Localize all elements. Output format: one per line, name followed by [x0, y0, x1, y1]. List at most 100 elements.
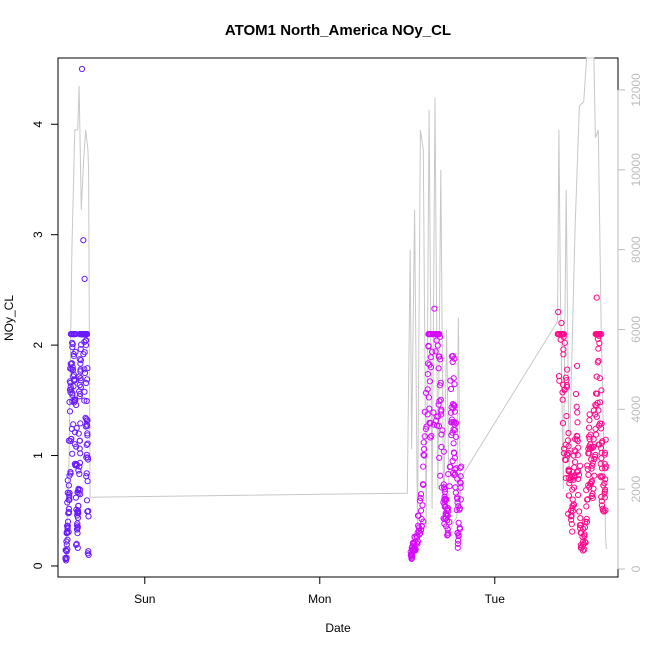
data-point: [84, 432, 91, 439]
data-point: [581, 546, 588, 553]
data-point: [76, 459, 84, 466]
data-point: [581, 531, 588, 538]
data-point: [72, 462, 79, 469]
data-point: [562, 441, 569, 448]
data-point: [574, 362, 581, 369]
data-point: [65, 482, 73, 489]
data-point: [74, 544, 81, 552]
data-point: [81, 388, 88, 395]
data-point: [448, 404, 455, 411]
data-point: [425, 331, 432, 338]
altitude-series-line: [65, 57, 607, 558]
data-point: [69, 344, 76, 351]
data-point: [453, 465, 460, 472]
data-point: [598, 498, 605, 505]
data-point: [82, 337, 89, 344]
data-point: [443, 496, 450, 503]
plot-frame: [57, 57, 619, 578]
data-point: [592, 425, 599, 432]
data-point: [438, 411, 445, 418]
data-point: [80, 237, 87, 244]
data-point: [595, 345, 602, 352]
data-point: [433, 337, 440, 344]
data-point: [574, 409, 581, 416]
data-point: [421, 452, 428, 459]
data-point: [69, 398, 76, 405]
data-point: [74, 510, 81, 517]
data-point: [596, 375, 604, 382]
data-point: [565, 449, 572, 457]
data-point: [69, 450, 76, 457]
data-point: [431, 305, 438, 312]
data-point: [586, 417, 593, 424]
data-point: [419, 481, 427, 488]
data-point: [63, 538, 70, 545]
data-point: [593, 294, 600, 301]
data-point: [85, 513, 92, 520]
y-tick-label: 2: [31, 341, 45, 348]
data-point: [438, 484, 445, 491]
data-point: [436, 454, 443, 461]
data-point: [78, 65, 86, 73]
data-point: [593, 402, 600, 409]
data-point: [576, 522, 584, 529]
data-point: [565, 468, 573, 475]
data-point: [417, 491, 425, 498]
data-point: [424, 411, 431, 418]
data-point: [436, 398, 443, 405]
data-point: [420, 451, 427, 458]
data-point: [563, 451, 571, 458]
data-point: [416, 497, 423, 504]
data-point: [583, 518, 591, 526]
data-point: [438, 431, 445, 438]
data-point: [65, 510, 72, 517]
data-point: [579, 538, 587, 546]
data-point: [569, 486, 576, 493]
data-point: [596, 420, 604, 427]
data-point: [589, 494, 596, 501]
data-point: [77, 375, 84, 382]
data-point: [565, 430, 572, 437]
data-point: [584, 466, 591, 473]
data-point: [435, 401, 442, 408]
data-point: [457, 496, 464, 503]
data-point: [569, 528, 576, 535]
data-point: [592, 390, 600, 397]
data-point: [427, 354, 434, 361]
data-point: [421, 446, 428, 453]
data-point: [62, 547, 69, 554]
data-point: [444, 532, 451, 539]
data-point: [569, 507, 577, 514]
data-point: [83, 470, 90, 477]
data-point: [81, 349, 88, 356]
data-point: [584, 462, 591, 469]
data-point: [444, 506, 451, 513]
data-point: [427, 419, 434, 426]
data-point: [438, 443, 445, 451]
data-point: [448, 432, 455, 439]
data-point: [581, 533, 588, 540]
data-point: [601, 451, 608, 458]
data-point: [77, 357, 85, 364]
data-point: [451, 381, 458, 388]
data-point: [436, 382, 443, 389]
data-point: [565, 443, 572, 450]
data-point: [71, 377, 78, 384]
data-point: [83, 397, 90, 405]
data-point: [69, 341, 76, 348]
data-point: [62, 555, 69, 563]
data-point: [590, 407, 598, 414]
data-point: [559, 420, 567, 427]
data-point: [599, 505, 606, 512]
y-axis-right: 0 2000 4000 6000 8000 10000 12000: [617, 73, 643, 572]
data-point: [569, 496, 576, 503]
data-point: [445, 508, 452, 515]
data-point: [590, 436, 597, 443]
data-point: [601, 494, 608, 501]
data-point: [70, 373, 77, 380]
data-point: [442, 497, 449, 504]
data-point: [448, 353, 455, 360]
data-point: [590, 443, 597, 450]
data-point: [81, 397, 88, 404]
